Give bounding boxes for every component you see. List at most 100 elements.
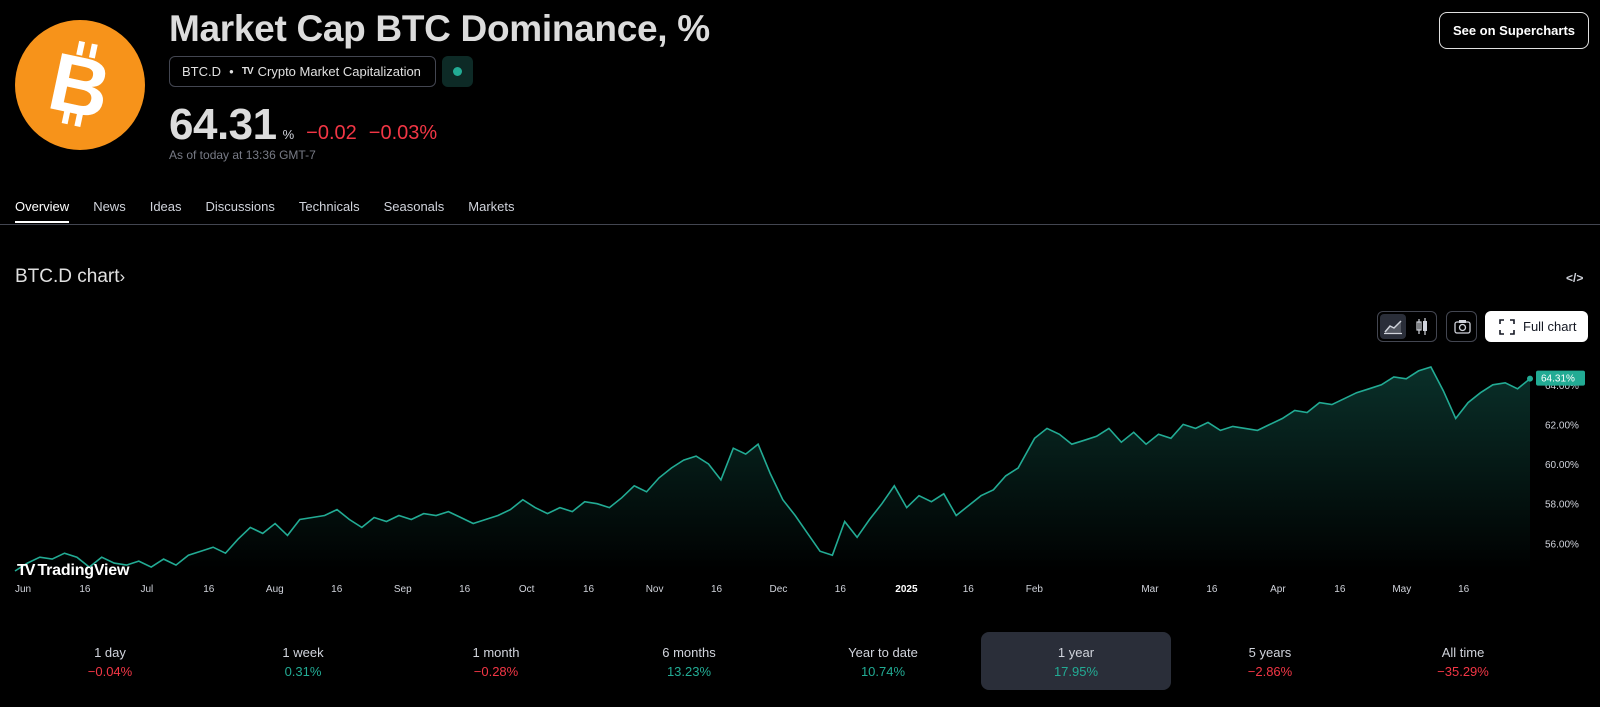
market-status-indicator[interactable] [442,56,473,87]
x-tick-label: Jun [15,584,31,595]
area-chart-style-button[interactable] [1380,314,1406,339]
period-label: 6 months [662,645,716,660]
tradingview-logo-icon: TV [17,562,36,579]
symbol-source: Crypto Market Capitalization [257,64,421,79]
period-label: 1 year [1057,645,1095,660]
period-label: 1 day [94,645,126,660]
tab-news[interactable]: News [93,199,126,214]
chart-section-title[interactable]: BTC.D chart› [15,266,125,288]
period-label: All time [1441,645,1485,660]
last-value-text: 64.31% [1541,374,1575,385]
price-change-pct: −0.03% [368,122,438,144]
tabs-divider [0,224,1600,225]
period-change: 0.31% [284,664,322,679]
period-label: 1 month [472,645,520,660]
chart-title-text: BTC.D chart [15,266,120,287]
fullscreen-icon [1499,318,1515,335]
period-change: 10.74% [860,664,906,679]
period-all-time[interactable]: All time −35.29% [1368,632,1558,690]
period-change: −35.29% [1437,664,1489,679]
period-1-month[interactable]: 1 month −0.28% [401,632,591,690]
period-label: 5 years [1248,645,1292,660]
status-dot-icon [453,67,462,76]
current-price: 64.31 [169,100,277,149]
x-tick-label: 16 [835,584,847,595]
x-tick-label: May [1392,584,1411,595]
x-tick-label: Aug [266,584,284,595]
x-tick-label: Oct [519,584,535,595]
x-tick-label: 2025 [895,584,918,595]
tab-ideas[interactable]: Ideas [149,199,182,214]
tradingview-brand-text: TradingView [37,562,130,579]
candle-chart-style-button[interactable] [1409,314,1435,339]
see-on-supercharts-button[interactable]: See on Supercharts [1439,12,1589,49]
price-chart[interactable]: 56.00% 58.00% 60.00% 62.00% 64.00% 64.31% Ju… [0,355,1600,600]
snapshot-button[interactable] [1446,311,1477,342]
period-label: Year to date [848,645,918,660]
period-change: −0.28% [473,664,519,679]
x-tick-label: Nov [646,584,664,595]
tradingview-brand[interactable]: TV TradingView [17,562,129,580]
tab-seasonals[interactable]: Seasonals [383,199,445,214]
chevron-right-icon: › [119,267,126,286]
area-chart-icon [1384,320,1402,335]
period-6-months[interactable]: 6 months 13.23% [594,632,784,690]
period-label: 1 week [282,645,324,660]
x-axis: Jun 16 Jul 16 Aug 16 Sep 16 Oct 16 Nov 16 Dec 16 2025 1… [15,584,1470,595]
x-tick-label: Feb [1026,584,1044,595]
tradingview-mini-icon: TV [241,66,254,77]
area-fill [15,367,1530,573]
x-tick-label: 16 [963,584,975,595]
x-tick-label: 16 [711,584,723,595]
x-tick-label: 16 [1206,584,1218,595]
chart-style-toggle [1377,311,1437,342]
period-change: 17.95% [1053,664,1099,679]
x-tick-label: Apr [1270,584,1286,595]
period-5-years[interactable]: 5 years −2.86% [1175,632,1365,690]
price-row: 64.31 % −0.02 −0.03% [169,100,437,150]
x-tick-label: 16 [331,584,343,595]
tab-technicals[interactable]: Technicals [298,199,360,214]
bitcoin-logo: B [15,20,145,150]
y-tick-label: 56.00% [1545,539,1579,550]
symbol-ticker: BTC.D [182,64,221,79]
last-value-dot [1527,375,1533,382]
price-change-abs: −0.02 [306,122,357,144]
x-tick-label: 16 [79,584,91,595]
camera-icon [1454,320,1471,334]
y-axis: 56.00% 58.00% 60.00% 62.00% 64.00% [1545,381,1579,550]
page-title: Market Cap BTC Dominance, % [169,8,710,49]
symbol-pill[interactable]: BTC.D ● TV Crypto Market Capitalization [169,56,436,87]
y-tick-label: 60.00% [1545,460,1579,471]
x-tick-label: 16 [459,584,471,595]
series-line [14,366,1531,572]
period-1-week[interactable]: 1 week 0.31% [208,632,398,690]
period-year-to-date[interactable]: Year to date 10.74% [788,632,978,690]
x-tick-label: 16 [1458,584,1470,595]
price-unit: % [282,127,295,142]
x-tick-label: Jul [140,584,153,595]
tab-overview[interactable]: Overview [15,199,70,223]
candlestick-icon [1416,318,1427,335]
full-chart-button[interactable]: Full chart [1485,311,1588,342]
y-tick-label: 58.00% [1545,500,1579,511]
y-tick-label: 64.00% [1545,381,1579,392]
period-change: −2.86% [1247,664,1293,679]
period-change: −0.04% [87,664,133,679]
period-1-day[interactable]: 1 day −0.04% [15,632,205,690]
last-value-badge [1536,370,1585,386]
tab-bar: Overview News Ideas Discussions Technica… [15,199,515,223]
x-tick-label: Mar [1141,584,1159,595]
x-tick-label: 16 [583,584,595,595]
tab-discussions[interactable]: Discussions [205,199,275,214]
x-tick-label: Sep [394,584,412,595]
period-1-year[interactable]: 1 year 17.95% [981,632,1171,690]
x-tick-label: Dec [770,584,788,595]
tab-markets[interactable]: Markets [468,199,515,214]
bitcoin-icon: B [41,36,118,137]
embed-code-icon[interactable]: </> [1566,271,1584,285]
x-tick-label: 16 [203,584,215,595]
period-change: 13.23% [666,664,712,679]
period-performance-bar: 1 day −0.04% 1 week 0.31% 1 month −0.28% 6 mon… [15,632,1595,690]
as-of-timestamp: As of today at 13:36 GMT-7 [169,148,316,162]
